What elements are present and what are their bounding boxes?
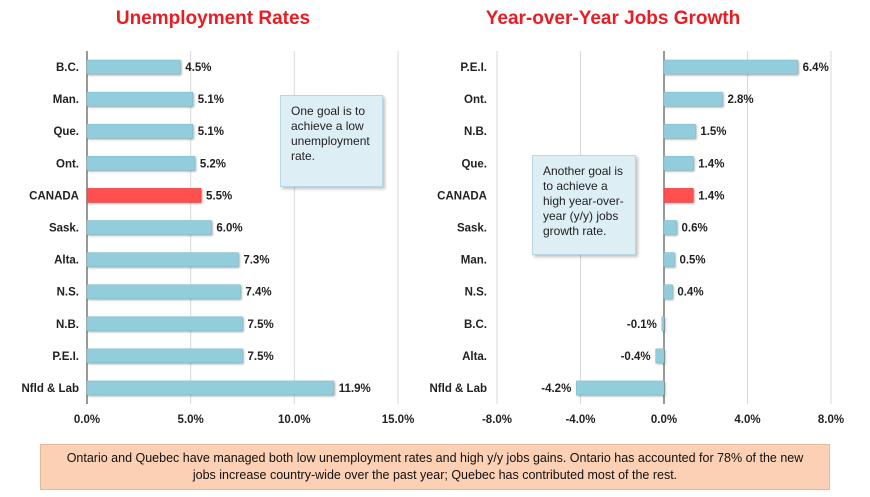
bar-n-b [663, 123, 696, 139]
value-label-n-s: 7.4% [245, 287, 271, 299]
bar-n-s [86, 284, 241, 299]
value-label-nfld-lab: 11.9% [339, 383, 371, 395]
value-label-b-c: 4.5% [185, 62, 211, 74]
bar-p-e-i [86, 348, 243, 364]
bar-man [86, 91, 193, 107]
bar-n-s [663, 284, 673, 299]
value-label-ont: 5.2% [200, 158, 226, 170]
category-label-sask: Sask. [49, 223, 79, 235]
value-label-p-e-i: 7.5% [248, 351, 274, 363]
bar-canada [663, 188, 694, 203]
category-label-que: Que. [53, 126, 79, 138]
category-label-man: Man. [53, 94, 79, 106]
bar-b-c [86, 59, 181, 75]
bar-sask [663, 220, 677, 235]
chart-title-jobs-growth: Year-over-Year Jobs Growth [486, 8, 741, 29]
bar-nfld-lab [576, 380, 665, 396]
bar-ont [663, 91, 723, 107]
bar-alta [86, 252, 239, 267]
value-label-canada: 5.5% [206, 190, 232, 202]
value-label-que: 5.1% [198, 126, 224, 138]
bar-n-b [86, 316, 243, 332]
value-label-n-b: 1.5% [700, 126, 726, 138]
category-label-b-c: B.C. [464, 319, 487, 331]
bar-man [663, 252, 675, 267]
unemployment-chart: 0.0% 5.0% 10.0% 15.0% B.C. 4.5% Man. 5.1% Que. 5.… [22, 51, 415, 426]
category-label-n-b: N.B. [464, 126, 487, 138]
category-label-alta: Alta. [54, 255, 79, 267]
value-label-man: 5.1% [198, 94, 224, 106]
value-label-sask: 6.0% [216, 223, 242, 235]
value-label-n-s: 0.4% [677, 287, 703, 299]
category-label-canada: CANADA [437, 190, 487, 202]
category-label-p-e-i: P.E.I. [460, 62, 487, 74]
bar-sask [86, 220, 212, 235]
category-label-alta: Alta. [462, 351, 487, 363]
x-tick-label: 0.0% [74, 414, 100, 426]
x-tick-label: -8.0% [482, 414, 512, 426]
bar-que [663, 156, 694, 171]
value-label-canada: 1.4% [698, 190, 724, 202]
category-label-sask: Sask. [457, 223, 487, 235]
footer-note: Ontario and Quebec have managed both low… [40, 444, 830, 490]
value-label-sask: 0.6% [682, 223, 708, 235]
bar-que [86, 123, 193, 139]
x-tick-label: 0.0% [651, 414, 677, 426]
value-label-alta: -0.4% [621, 351, 651, 363]
bar-canada [86, 188, 202, 203]
bar-ont [86, 156, 196, 171]
bar-nfld-lab [86, 380, 334, 396]
value-label-p-e-i: 6.4% [803, 62, 829, 74]
x-tick-label: 8.0% [818, 414, 844, 426]
annotation-jobs-growth: Another goal is to achieve a high year-o… [532, 155, 636, 255]
category-label-que: Que. [461, 158, 487, 170]
category-label-man: Man. [461, 255, 487, 267]
x-tick-label: -4.0% [565, 414, 595, 426]
chart-title-unemployment: Unemployment Rates [116, 8, 310, 29]
value-label-b-c: -0.1% [627, 319, 657, 331]
jobs-growth-chart: -8.0% -4.0% 0.0% 4.0% 8.0% P.E.I. 6.4% Ont. 2.8%… [430, 51, 844, 426]
category-label-n-b: N.B. [56, 319, 79, 331]
x-tick-label: 4.0% [734, 414, 760, 426]
category-label-nfld-lab: Nfld & Lab [22, 383, 80, 395]
category-label-ont: Ont. [464, 94, 487, 106]
x-tick-label: 10.0% [278, 414, 311, 426]
value-label-alta: 7.3% [243, 255, 269, 267]
value-label-que: 1.4% [698, 158, 724, 170]
category-label-b-c: B.C. [56, 62, 79, 74]
value-label-n-b: 7.5% [248, 319, 274, 331]
category-label-p-e-i: P.E.I. [52, 351, 79, 363]
bar-alta [655, 348, 665, 364]
category-label-canada: CANADA [29, 190, 79, 202]
category-label-nfld-lab: Nfld & Lab [430, 383, 488, 395]
bar-p-e-i [663, 59, 798, 75]
bar-b-c [661, 316, 665, 332]
value-label-nfld-lab: -4.2% [541, 383, 571, 395]
category-label-n-s: N.S. [465, 287, 487, 299]
x-tick-label: 15.0% [382, 414, 415, 426]
value-label-man: 0.5% [679, 255, 705, 267]
category-label-ont: Ont. [56, 158, 79, 170]
value-label-ont: 2.8% [727, 94, 753, 106]
annotation-low-unemployment: One goal is to achieve a low unemploymen… [280, 95, 383, 187]
x-tick-label: 5.0% [178, 414, 204, 426]
category-label-n-s: N.S. [57, 287, 79, 299]
